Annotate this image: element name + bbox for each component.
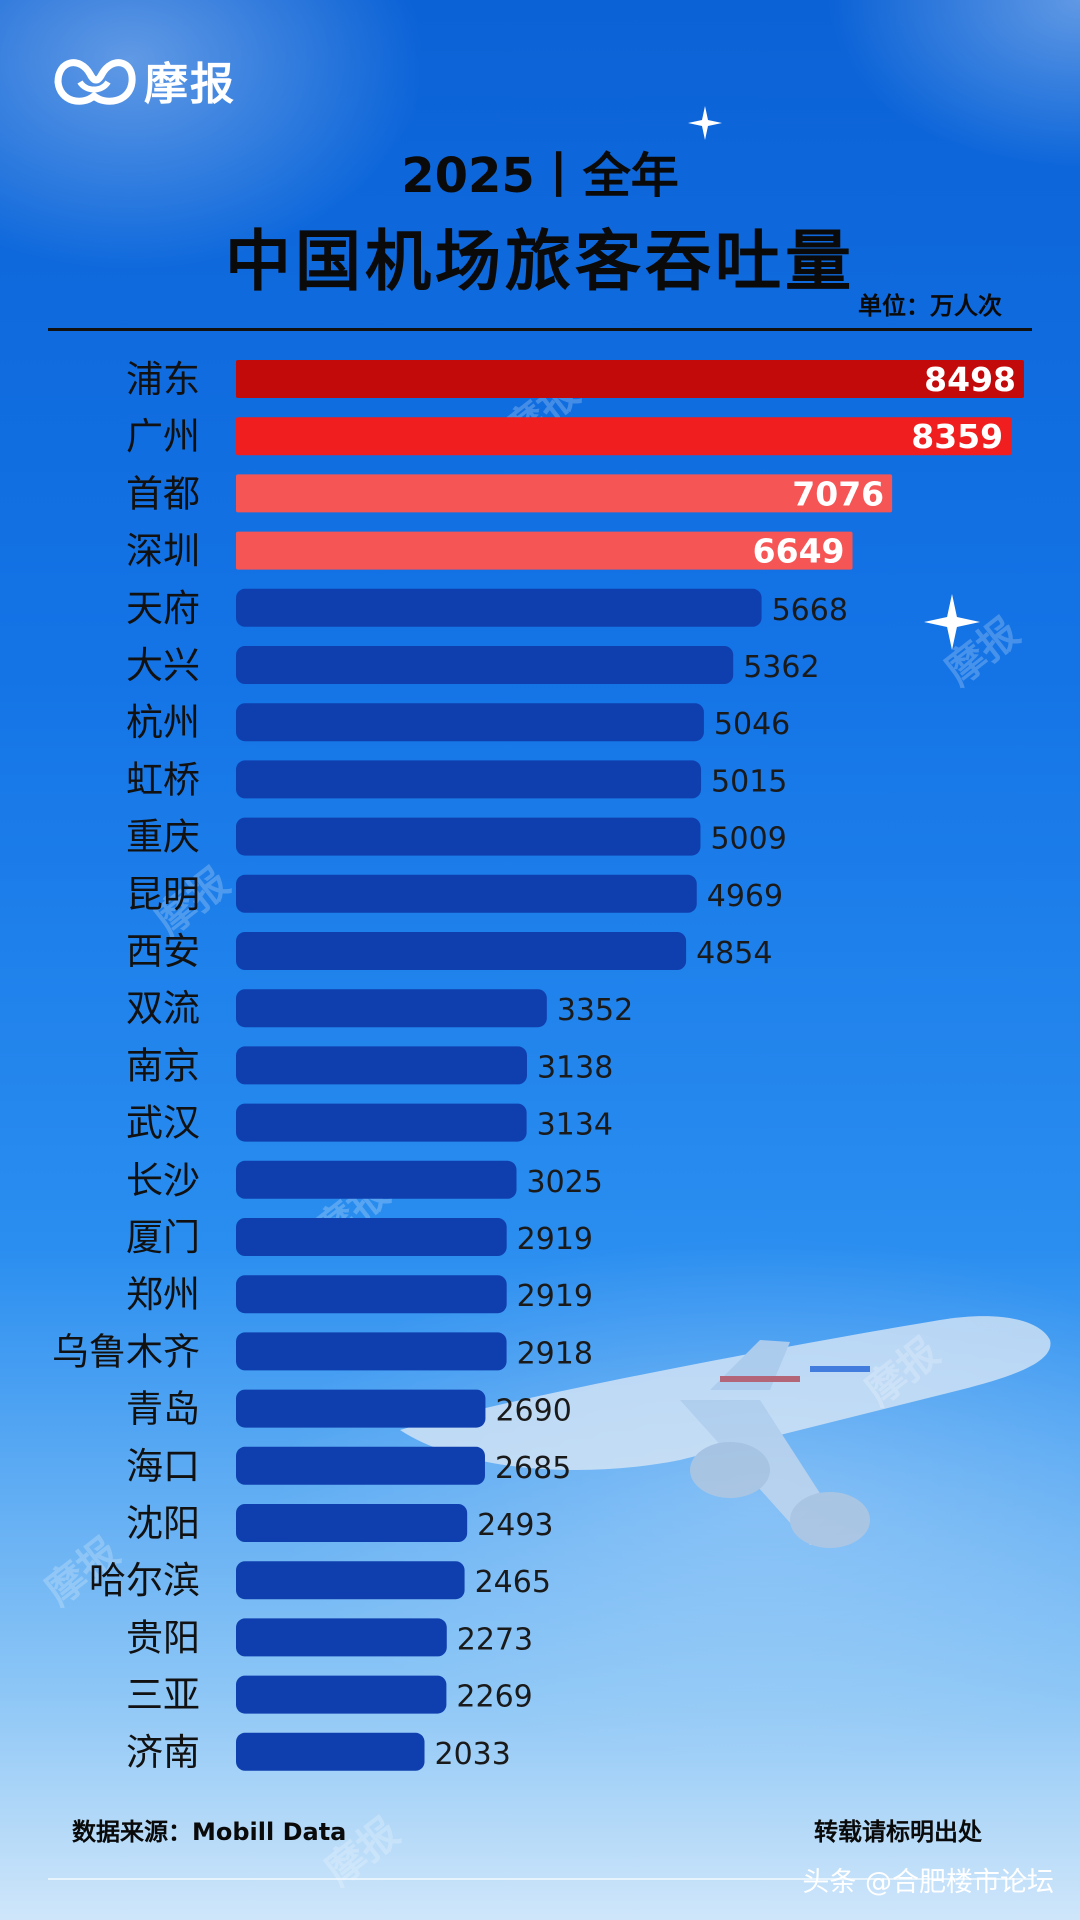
data-label: 5015	[711, 764, 787, 799]
bar	[236, 531, 853, 570]
data-label: 2919	[517, 1279, 593, 1314]
category-label: 首都	[126, 472, 200, 515]
brand-logo: 摩报	[50, 48, 236, 112]
bar	[236, 1446, 485, 1485]
bar	[236, 1275, 507, 1314]
title-divider	[48, 328, 1032, 331]
bar	[236, 1561, 465, 1600]
category-label: 海口	[126, 1445, 200, 1488]
data-label: 2690	[495, 1394, 571, 1429]
category-label: 贵阳	[126, 1616, 200, 1659]
category-label: 虹桥	[126, 758, 200, 801]
category-label: 杭州	[126, 701, 200, 744]
bar	[236, 1732, 425, 1771]
category-label: 天府	[126, 587, 200, 630]
bar	[236, 703, 704, 742]
category-label: 双流	[126, 987, 200, 1030]
brand-logo-mark-icon	[54, 59, 136, 105]
bar	[236, 1160, 517, 1199]
data-label: 5668	[772, 593, 848, 628]
bar	[236, 646, 734, 684]
bar	[236, 360, 1024, 398]
bar	[236, 932, 687, 970]
unit-label: 单位：万人次	[858, 292, 1002, 320]
bar	[236, 1675, 447, 1714]
category-label: 重庆	[126, 816, 200, 859]
repost-notice: 转载请标明出处	[814, 1818, 982, 1846]
category-label: 乌鲁木齐	[52, 1330, 200, 1373]
data-label: 4854	[696, 936, 772, 971]
category-label: 郑州	[126, 1273, 200, 1316]
bar	[236, 417, 1012, 456]
category-label: 三亚	[126, 1674, 200, 1717]
category-label: 深圳	[126, 530, 200, 573]
bar	[236, 874, 697, 913]
category-label: 济南	[126, 1731, 200, 1774]
category-label: 哈尔滨	[89, 1559, 200, 1602]
data-label: 2269	[456, 1680, 532, 1715]
data-label: 8498	[924, 360, 1016, 399]
bar	[236, 1218, 507, 1256]
data-label: 3138	[537, 1050, 613, 1085]
category-label: 西安	[126, 930, 200, 973]
data-label: 4969	[707, 879, 783, 914]
category-label: 青岛	[126, 1388, 200, 1431]
category-label: 昆明	[126, 873, 200, 916]
category-label: 武汉	[126, 1102, 200, 1145]
data-label: 7076	[792, 474, 884, 513]
data-label: 2685	[495, 1451, 571, 1486]
page-title: 中国机场旅客吞吐量	[225, 223, 855, 300]
data-label: 3352	[557, 993, 633, 1028]
footer-divider	[48, 1878, 1032, 1880]
bar	[236, 1618, 447, 1657]
data-label: 8359	[911, 417, 1003, 456]
data-label: 2919	[517, 1222, 593, 1257]
bar	[236, 1389, 486, 1428]
bar	[236, 474, 893, 513]
bar	[236, 1103, 527, 1142]
data-label: 6649	[753, 532, 845, 571]
category-label: 厦门	[126, 1216, 200, 1259]
category-label: 沈阳	[126, 1502, 200, 1545]
category-label: 浦东	[126, 358, 200, 401]
data-label: 2493	[477, 1508, 553, 1543]
bar	[236, 1046, 527, 1085]
bar	[236, 817, 701, 856]
data-label: 3134	[537, 1108, 613, 1143]
data-label: 5046	[714, 707, 790, 742]
data-label: 2918	[517, 1336, 593, 1371]
data-label: 5362	[743, 650, 819, 685]
bar	[236, 989, 547, 1028]
category-label: 长沙	[126, 1159, 200, 1202]
category-label: 大兴	[126, 644, 200, 687]
data-label: 3025	[527, 1165, 603, 1200]
category-label: 广州	[126, 415, 200, 458]
data-label: 5009	[710, 822, 786, 857]
bar	[236, 760, 702, 799]
airplane-illustration-icon	[400, 1316, 1051, 1548]
airport-bar-chart: 浦东 8498 广州 8359 首都 7076 深圳 6649 天府 5668 大兴 5362 杭州 50…	[52, 358, 1024, 1774]
data-label: 2033	[435, 1737, 511, 1772]
sparkle-icon	[924, 594, 980, 650]
data-label: 2465	[475, 1565, 551, 1600]
title-year-line: 2025丨全年	[401, 148, 679, 204]
data-source: 数据来源：Mobill Data	[72, 1818, 347, 1846]
data-label: 2273	[457, 1622, 533, 1657]
bar	[236, 588, 762, 627]
brand-name: 摩报	[144, 59, 236, 110]
publisher-handle: 头条 @合肥楼市论坛	[802, 1867, 1054, 1898]
bar	[236, 1504, 468, 1542]
sparkle-icon	[688, 106, 722, 140]
bar	[236, 1332, 507, 1371]
category-label: 南京	[126, 1044, 200, 1087]
